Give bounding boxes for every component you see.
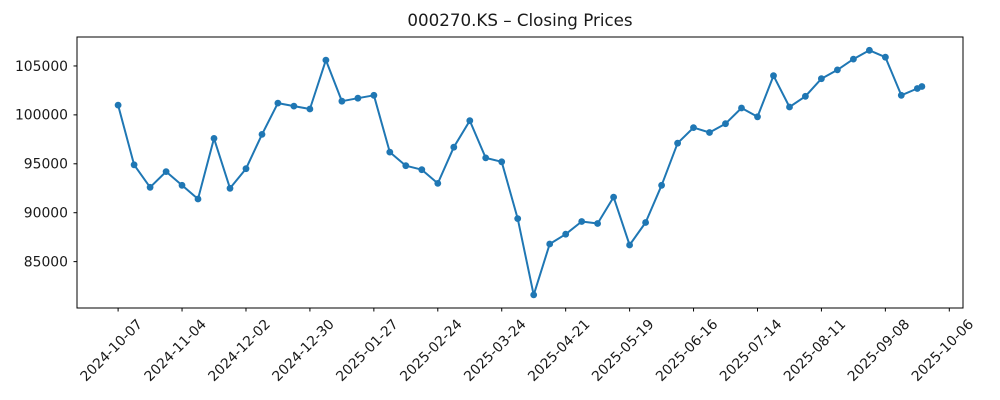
data-point-marker [354, 94, 362, 102]
data-point-marker [402, 162, 410, 170]
data-point-marker [338, 97, 346, 105]
data-point-marker [210, 135, 218, 142]
data-point-marker [322, 56, 330, 64]
data-point-marker [386, 148, 394, 156]
x-axis-tick-label: 2025-04-21 [525, 317, 593, 385]
chart-title: 000270.KS – Closing Prices [407, 10, 632, 30]
y-axis-tick-label: 100000 [15, 108, 68, 124]
data-point-marker [162, 168, 170, 176]
data-point-marker [882, 53, 889, 61]
data-point-marker [306, 105, 314, 113]
data-point-marker [918, 83, 926, 90]
data-point-marker [722, 120, 729, 128]
x-axis-tick-label: 2025-05-19 [589, 317, 657, 385]
x-axis-tick-label: 2025-06-16 [653, 317, 721, 385]
data-point-marker [226, 184, 234, 192]
data-point-marker [562, 230, 570, 238]
data-point-marker [466, 117, 474, 125]
x-axis-tick-label: 2025-10-06 [909, 317, 977, 385]
x-axis-tick-label: 2024-11-04 [141, 316, 210, 385]
data-point-marker [658, 181, 665, 189]
y-axis-tick-label: 105000 [15, 59, 68, 75]
x-axis-tick-label: 2025-01-27 [333, 317, 401, 385]
data-point-marker [194, 195, 202, 203]
data-point-marker [610, 193, 617, 201]
data-point-marker [754, 113, 761, 121]
x-axis-tick-label: 2025-02-24 [397, 316, 466, 385]
series-layer [114, 46, 926, 299]
data-point-marker [802, 92, 809, 100]
data-point-marker [434, 180, 442, 187]
data-point-marker [897, 91, 905, 99]
y-axis-tick-label: 90000 [24, 206, 68, 222]
data-point-marker [290, 102, 298, 110]
data-point-marker [370, 91, 378, 99]
x-axis-tick-label: 2024-12-02 [205, 317, 273, 385]
data-point-marker [546, 240, 554, 248]
data-point-marker [178, 181, 186, 189]
data-point-marker [530, 291, 538, 299]
data-point-marker [594, 220, 601, 227]
x-axis-tick-label: 2025-09-08 [845, 317, 913, 385]
x-axis-tick-label: 2024-10-07 [78, 317, 146, 385]
data-point-marker [834, 66, 841, 74]
data-point-marker [146, 183, 154, 191]
data-point-marker [498, 158, 506, 166]
data-point-marker [418, 166, 426, 174]
data-point-marker [706, 129, 713, 136]
x-axis-tick-label: 2025-03-24 [461, 316, 530, 385]
data-point-marker [242, 165, 250, 173]
data-point-marker [578, 218, 586, 225]
axes-layer: 8500090000950001000001050002024-10-07202… [15, 36, 977, 385]
data-point-marker [690, 124, 697, 131]
data-point-marker [818, 75, 825, 83]
y-axis-tick-label: 85000 [24, 254, 68, 270]
data-point-marker [514, 215, 522, 223]
data-point-marker [274, 99, 282, 107]
data-point-marker [130, 161, 138, 169]
data-point-marker [850, 55, 857, 63]
x-axis-tick-label: 2025-08-11 [781, 317, 849, 385]
y-axis-tick-label: 95000 [24, 157, 68, 173]
data-point-marker [738, 104, 745, 112]
data-point-marker [770, 72, 777, 80]
data-point-marker [866, 46, 873, 54]
data-point-marker [642, 219, 649, 226]
x-axis-tick-label: 2025-07-14 [717, 316, 786, 385]
data-point-marker [626, 241, 633, 249]
data-point-marker [786, 103, 793, 111]
data-point-marker [258, 131, 266, 138]
data-point-marker [482, 154, 490, 162]
x-axis-tick-label: 2024-12-30 [269, 317, 337, 385]
plot-border [76, 36, 964, 309]
price-line [117, 49, 923, 296]
data-point-marker [114, 101, 122, 109]
data-point-marker [674, 139, 681, 147]
data-point-marker [450, 143, 458, 151]
